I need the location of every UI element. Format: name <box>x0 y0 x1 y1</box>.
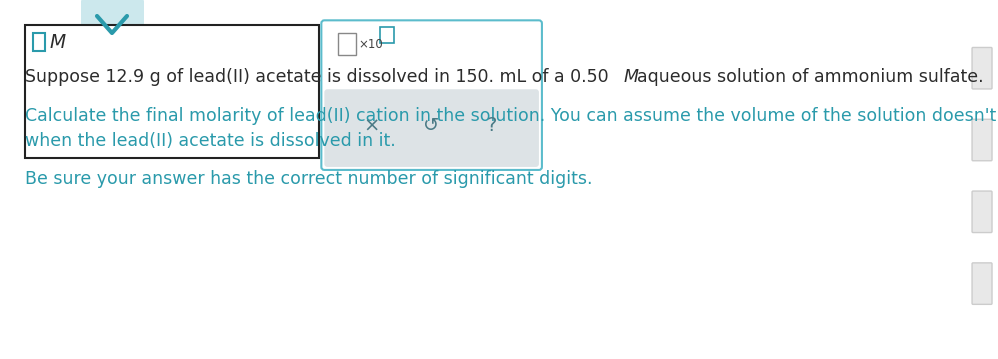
Text: $\mathit{M}$: $\mathit{M}$ <box>623 68 640 86</box>
Text: ×: × <box>363 116 380 135</box>
FancyBboxPatch shape <box>972 47 992 89</box>
FancyBboxPatch shape <box>25 25 319 158</box>
Text: Be sure your answer has the correct number of significant digits.: Be sure your answer has the correct numb… <box>25 170 593 188</box>
FancyBboxPatch shape <box>324 89 539 167</box>
Text: $\mathit{M}$: $\mathit{M}$ <box>49 33 67 52</box>
Text: ↺: ↺ <box>423 116 440 135</box>
FancyBboxPatch shape <box>972 191 992 233</box>
FancyBboxPatch shape <box>33 33 45 51</box>
Text: when the lead(II) acetate is dissolved in it.: when the lead(II) acetate is dissolved i… <box>25 132 396 150</box>
Text: Calculate the final molarity of lead(II) cation in the solution. You can assume : Calculate the final molarity of lead(II)… <box>25 107 998 125</box>
Text: Suppose 12.9 g of lead(II) acetate is dissolved in 150. mL of a 0.50: Suppose 12.9 g of lead(II) acetate is di… <box>25 68 614 86</box>
FancyBboxPatch shape <box>81 0 144 48</box>
FancyBboxPatch shape <box>972 119 992 161</box>
FancyBboxPatch shape <box>972 263 992 304</box>
FancyBboxPatch shape <box>321 20 542 170</box>
FancyBboxPatch shape <box>380 27 394 43</box>
FancyBboxPatch shape <box>338 33 356 55</box>
Text: ×10: ×10 <box>358 38 383 51</box>
Text: ?: ? <box>487 116 497 135</box>
Text: aqueous solution of ammonium sulfate.: aqueous solution of ammonium sulfate. <box>637 68 984 86</box>
